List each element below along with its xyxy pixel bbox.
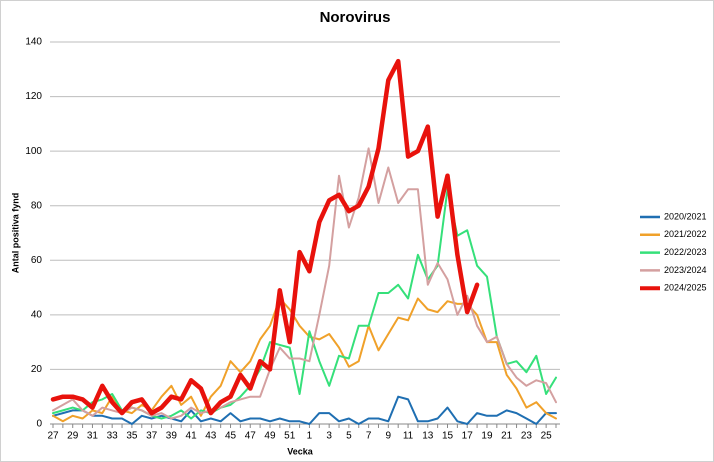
x-tick-label: 21	[501, 431, 513, 442]
y-axis-label: Antal positiva fynd	[10, 193, 20, 274]
y-tick-label: 20	[31, 364, 43, 375]
y-tick-label: 120	[25, 91, 42, 102]
y-tick-label: 140	[25, 37, 42, 48]
y-tick-label: 100	[25, 146, 42, 157]
series-line	[52, 395, 557, 425]
x-tick-label: 39	[166, 431, 178, 442]
x-tick-label: 41	[186, 431, 198, 442]
y-tick-label: 80	[31, 200, 43, 211]
x-tick-label: 47	[245, 431, 257, 442]
legend-label: 2021/2022	[664, 229, 707, 239]
x-tick-label: 7	[366, 431, 372, 442]
x-tick-label: 37	[146, 431, 158, 442]
y-tick-label: 40	[31, 309, 43, 320]
y-tick-label: 0	[36, 419, 42, 430]
x-tick-label: 45	[225, 431, 237, 442]
x-tick-label: 51	[284, 431, 296, 442]
x-tick-label: 1	[307, 431, 313, 442]
series-line	[52, 147, 557, 420]
x-tick-label: 31	[87, 431, 99, 442]
x-tick-label: 17	[462, 431, 474, 442]
x-tick-label: 25	[541, 431, 553, 442]
x-tick-label: 13	[422, 431, 434, 442]
x-tick-label: 15	[442, 431, 454, 442]
legend-label: 2020/2021	[664, 211, 707, 221]
x-tick-label: 19	[481, 431, 493, 442]
x-tick-label: 3	[326, 431, 332, 442]
x-tick-label: 9	[386, 431, 392, 442]
x-tick-label: 35	[126, 431, 138, 442]
x-tick-label: 23	[521, 431, 533, 442]
legend-label: 2023/2024	[664, 265, 707, 275]
legend-label: 2024/2025	[664, 283, 707, 293]
chart-title: Norovirus	[320, 9, 391, 26]
x-axis-label: Vecka	[287, 446, 314, 456]
series-line	[50, 58, 480, 416]
x-tick-label: 29	[67, 431, 79, 442]
x-tick-label: 11	[403, 431, 414, 442]
x-tick-label: 33	[107, 431, 119, 442]
x-tick-label: 27	[47, 431, 59, 442]
x-tick-label: 5	[346, 431, 352, 442]
y-tick-label: 60	[31, 255, 43, 266]
x-tick-label: 43	[205, 431, 217, 442]
legend-label: 2022/2023	[664, 247, 707, 257]
x-tick-label: 49	[264, 431, 276, 442]
